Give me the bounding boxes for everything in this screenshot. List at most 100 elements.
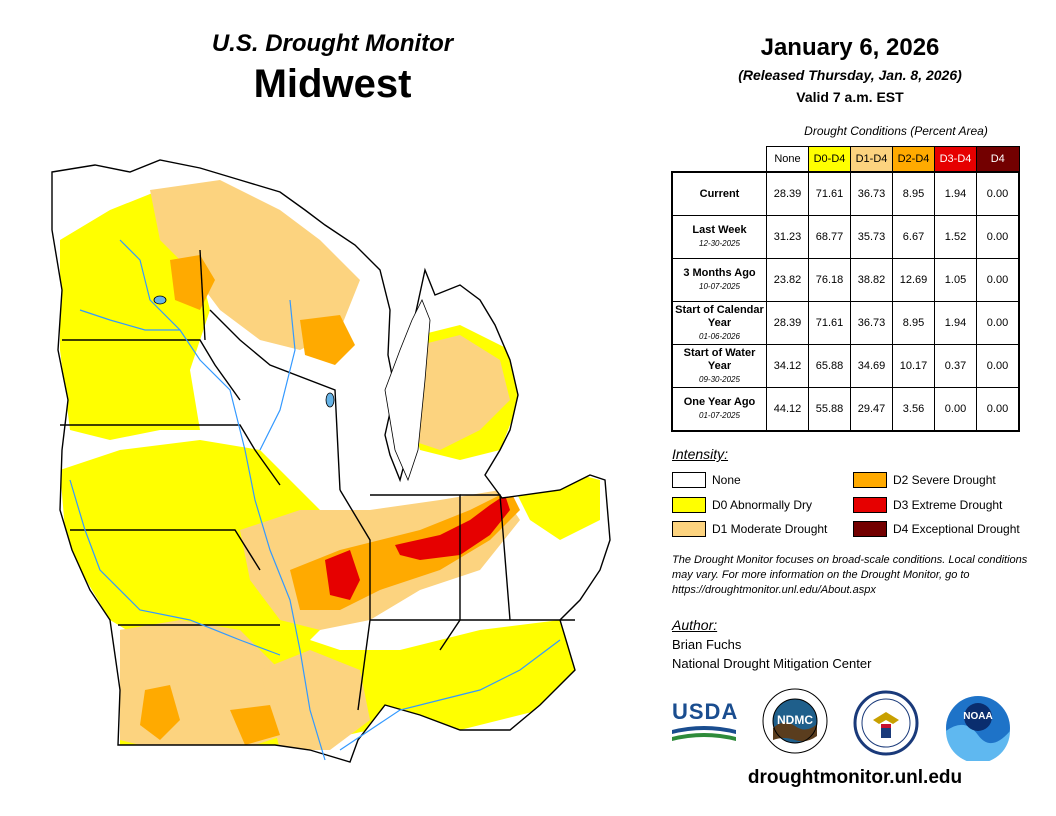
row-label-text: 3 Months Ago xyxy=(683,267,756,279)
stats-row: Last Week 12-30-2025 31.23 68.77 35.73 6.67 1.… xyxy=(671,215,1020,259)
stats-cell: 34.12 xyxy=(766,344,809,388)
stats-cell: 1.94 xyxy=(934,171,977,216)
legend-swatch-d2 xyxy=(853,472,887,488)
stats-cell: 76.18 xyxy=(808,258,851,302)
eagle-seal-icon xyxy=(853,690,919,756)
legend-item-d1: D1 Moderate Drought xyxy=(672,521,827,537)
minnesota-river xyxy=(79,309,180,331)
map-date: January 6, 2026 xyxy=(760,34,940,61)
stats-row-label: Start of Water Year 09-30-2025 xyxy=(671,344,767,388)
d1-area-michigan xyxy=(400,335,510,450)
stats-cell: 28.39 xyxy=(766,171,809,216)
stats-row: One Year Ago 01-07-2025 44.12 55.88 29.47 3.5… xyxy=(671,387,1020,432)
stats-cell: 55.88 xyxy=(808,387,851,432)
missouri-river xyxy=(69,479,281,656)
stats-row-label: Current xyxy=(671,171,767,216)
stats-cell: 0.00 xyxy=(934,387,977,432)
row-label-date: 10-07-2025 xyxy=(699,282,740,291)
legend-swatch-none xyxy=(672,472,706,488)
d2-area-minnesota xyxy=(170,255,215,310)
noaa-logo: NOAA xyxy=(945,695,1011,763)
row-label-date: 01-06-2026 xyxy=(699,331,740,341)
map-agency-title: U.S. Drought Monitor xyxy=(211,30,454,57)
col-header-none: None xyxy=(766,146,809,173)
disclaimer-note: The Drought Monitor focuses on broad-sca… xyxy=(672,554,1028,596)
d2-area-south-central xyxy=(230,705,280,745)
website-url[interactable]: droughtmonitor.unl.edu xyxy=(747,767,963,788)
stats-row-label: 3 Months Ago 10-07-2025 xyxy=(671,258,767,302)
usda-logo: USDA xyxy=(672,700,737,748)
legend-item-d4: D4 Exceptional Drought xyxy=(853,521,1020,537)
stats-cell: 10.17 xyxy=(892,344,935,388)
row-label-text: Current xyxy=(699,187,740,200)
stats-cell: 6.67 xyxy=(892,215,935,259)
legend-title: Intensity: xyxy=(672,446,729,462)
d2-area-wisconsin xyxy=(300,315,355,365)
stats-cell: 65.88 xyxy=(808,344,851,388)
lake-winnebago xyxy=(325,392,335,408)
legend-swatch-d0 xyxy=(672,497,706,513)
lake-michigan xyxy=(384,299,431,482)
stats-table-caption: Drought Conditions (Percent Area) xyxy=(804,124,988,138)
release-date: (Released Thursday, Jan. 8, 2026) xyxy=(738,67,962,83)
author-organization: National Drought Mitigation Center xyxy=(672,656,872,671)
stats-cell: 36.73 xyxy=(850,171,893,216)
stats-cell: 31.23 xyxy=(766,215,809,259)
ohio-river xyxy=(339,639,561,751)
stats-row: Start of Water Year 09-30-2025 34.12 65.88 3… xyxy=(671,344,1020,388)
stats-cell: 1.52 xyxy=(934,215,977,259)
stats-cell: 3.56 xyxy=(892,387,935,432)
stats-row-label: Last Week 12-30-2025 xyxy=(671,215,767,259)
col-header-d0: D0-D4 xyxy=(808,146,851,173)
ndmc-logo: NDMC xyxy=(762,688,828,754)
col-header-d4: D4 xyxy=(976,146,1020,173)
stats-cell: 1.94 xyxy=(934,301,977,345)
drought-stats-table: None D0-D4 D1-D4 D2-D4 D3-D4 D4 Current 2… xyxy=(671,146,1020,432)
d1-area-north xyxy=(150,180,360,350)
legend-item-d0: D0 Abnormally Dry xyxy=(672,497,812,513)
stats-cell: 44.12 xyxy=(766,387,809,432)
stats-cell: 12.69 xyxy=(892,258,935,302)
legend-item-d2: D2 Severe Drought xyxy=(853,472,996,488)
d3-area-illinois xyxy=(325,550,360,600)
stats-cell: 0.00 xyxy=(976,387,1020,432)
row-label-text: One Year Ago xyxy=(683,396,756,408)
stats-cell: 29.47 xyxy=(850,387,893,432)
d3-area-indiana xyxy=(395,495,510,560)
stats-row: 3 Months Ago 10-07-2025 23.82 76.18 38.82 12.… xyxy=(671,258,1020,302)
stats-row: Start of Calendar Year 01-06-2026 28.39 71.… xyxy=(671,301,1020,345)
legend-swatch-d1 xyxy=(672,521,706,537)
stats-cell: 71.61 xyxy=(808,171,851,216)
stats-cell: 8.95 xyxy=(892,171,935,216)
stats-cell: 0.00 xyxy=(976,301,1020,345)
stats-cell: 38.82 xyxy=(850,258,893,302)
row-label-text: Start of Calendar Year xyxy=(675,303,764,329)
stats-row: Current 28.39 71.61 36.73 8.95 1.94 0.00 xyxy=(671,171,1020,216)
row-label-date: 12-30-2025 xyxy=(699,239,740,248)
usda-seal-logo xyxy=(853,690,919,756)
legend-item-d3: D3 Extreme Drought xyxy=(853,497,1002,513)
col-header-d2: D2-D4 xyxy=(892,146,935,173)
mississippi-river xyxy=(119,239,326,761)
stats-row-label: One Year Ago 01-07-2025 xyxy=(671,387,767,432)
author-name: Brian Fuchs xyxy=(672,637,742,652)
stats-cell: 34.69 xyxy=(850,344,893,388)
stats-cell: 35.73 xyxy=(850,215,893,259)
usda-wave-icon xyxy=(672,726,736,741)
col-header-d1: D1-D4 xyxy=(850,146,893,173)
stats-cell: 68.77 xyxy=(808,215,851,259)
row-label-text: Last Week xyxy=(692,224,747,236)
col-header-d3: D3-D4 xyxy=(934,146,977,173)
row-label-date: 01-07-2025 xyxy=(699,411,740,420)
legend-swatch-d4 xyxy=(853,521,887,537)
stats-row-label: Start of Calendar Year 01-06-2026 xyxy=(671,301,767,345)
stats-cell: 23.82 xyxy=(766,258,809,302)
author-heading: Author: xyxy=(672,617,718,633)
stats-cell: 28.39 xyxy=(766,301,809,345)
legend-item-none: None xyxy=(672,472,741,488)
map-region-title: Midwest xyxy=(253,62,412,106)
drought-map xyxy=(51,159,611,763)
stats-cell: 71.61 xyxy=(808,301,851,345)
stats-cell: 8.95 xyxy=(892,301,935,345)
row-label-date: 09-30-2025 xyxy=(699,374,740,384)
